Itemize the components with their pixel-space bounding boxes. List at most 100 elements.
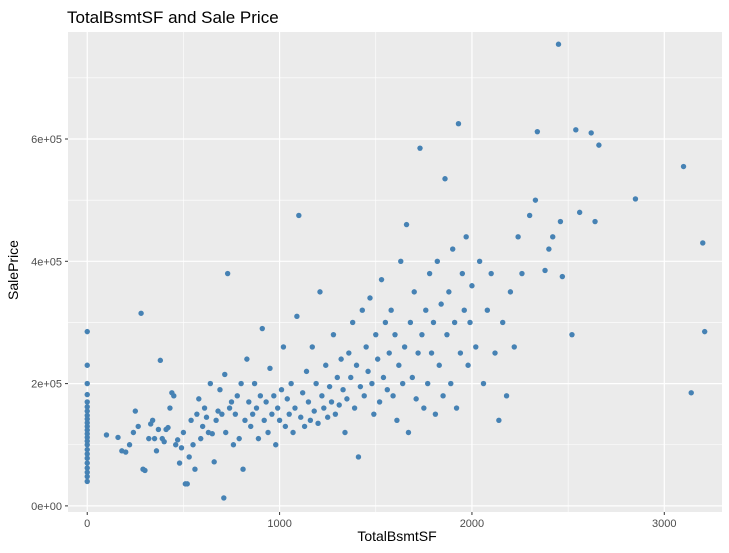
data-point <box>84 408 90 414</box>
data-point <box>146 435 152 442</box>
data-point <box>132 408 139 414</box>
data-point <box>480 380 487 387</box>
data-point <box>436 362 442 368</box>
data-point <box>340 387 346 393</box>
data-point <box>130 429 137 436</box>
data-point <box>342 429 348 436</box>
data-point <box>384 387 391 393</box>
data-point <box>253 405 260 411</box>
data-point <box>278 387 285 393</box>
data-point <box>484 307 491 313</box>
data-point <box>701 328 708 335</box>
data-point <box>459 270 466 277</box>
plot-panel <box>68 32 722 512</box>
data-point <box>284 396 290 402</box>
data-point <box>213 417 219 423</box>
data-point <box>315 420 321 427</box>
data-point <box>184 481 190 487</box>
data-point <box>199 423 206 430</box>
data-point <box>453 405 460 411</box>
data-point <box>190 442 196 448</box>
data-point <box>363 344 369 350</box>
data-point <box>307 417 314 423</box>
data-point <box>688 390 694 396</box>
data-point <box>532 197 539 203</box>
data-point <box>196 396 202 402</box>
data-point <box>157 357 164 364</box>
data-point <box>209 431 215 437</box>
data-point <box>444 331 450 338</box>
data-point <box>378 276 385 283</box>
data-point <box>246 399 252 405</box>
data-point <box>376 399 383 405</box>
data-point <box>409 374 416 381</box>
data-point <box>292 405 298 411</box>
data-point <box>323 362 329 368</box>
data-point <box>473 344 479 350</box>
data-point <box>236 435 242 442</box>
data-point <box>507 289 514 295</box>
data-point <box>576 209 583 216</box>
data-point <box>573 127 579 133</box>
data-point <box>84 451 90 457</box>
data-point <box>559 273 566 280</box>
data-point <box>386 350 392 356</box>
data-point <box>296 212 302 219</box>
data-point <box>488 270 494 277</box>
data-point <box>338 356 344 362</box>
data-point <box>309 344 315 350</box>
data-point <box>201 405 208 411</box>
data-point <box>542 267 548 274</box>
data-point <box>596 142 602 148</box>
data-point <box>390 393 396 399</box>
data-point <box>405 429 412 436</box>
data-point <box>84 380 90 387</box>
data-point <box>461 307 467 313</box>
data-point <box>84 478 90 485</box>
data-point <box>84 391 90 398</box>
data-point <box>84 473 90 480</box>
data-point <box>103 432 110 438</box>
data-point <box>219 411 225 417</box>
data-point <box>273 442 279 448</box>
data-point <box>321 405 327 411</box>
data-point <box>371 411 377 417</box>
data-point <box>515 234 521 240</box>
data-point <box>534 128 541 135</box>
data-point <box>365 368 371 375</box>
data-point <box>355 454 362 460</box>
data-point <box>492 350 498 356</box>
data-point <box>244 356 250 362</box>
data-point <box>84 460 90 466</box>
data-point <box>328 399 335 405</box>
data-point <box>301 423 308 430</box>
data-point <box>349 319 356 326</box>
data-point <box>240 466 246 472</box>
data-point <box>171 393 177 399</box>
data-point <box>401 344 408 350</box>
data-point <box>198 435 204 442</box>
data-point <box>348 374 354 381</box>
data-point <box>455 121 462 127</box>
data-point <box>394 417 400 423</box>
data-point <box>367 295 373 301</box>
data-point <box>374 356 381 362</box>
data-point <box>398 258 404 264</box>
data-point <box>178 445 185 451</box>
data-point <box>425 380 431 387</box>
data-point <box>421 405 427 411</box>
data-point <box>265 429 271 436</box>
data-point <box>224 270 231 277</box>
data-point <box>84 455 90 461</box>
data-point <box>84 412 90 419</box>
data-point <box>186 454 192 460</box>
data-point <box>282 423 289 430</box>
data-point <box>149 417 156 423</box>
data-point <box>230 442 237 448</box>
data-point <box>84 399 90 405</box>
data-point <box>151 435 158 442</box>
data-point <box>419 331 425 338</box>
data-point <box>299 390 306 396</box>
data-point <box>407 319 414 326</box>
